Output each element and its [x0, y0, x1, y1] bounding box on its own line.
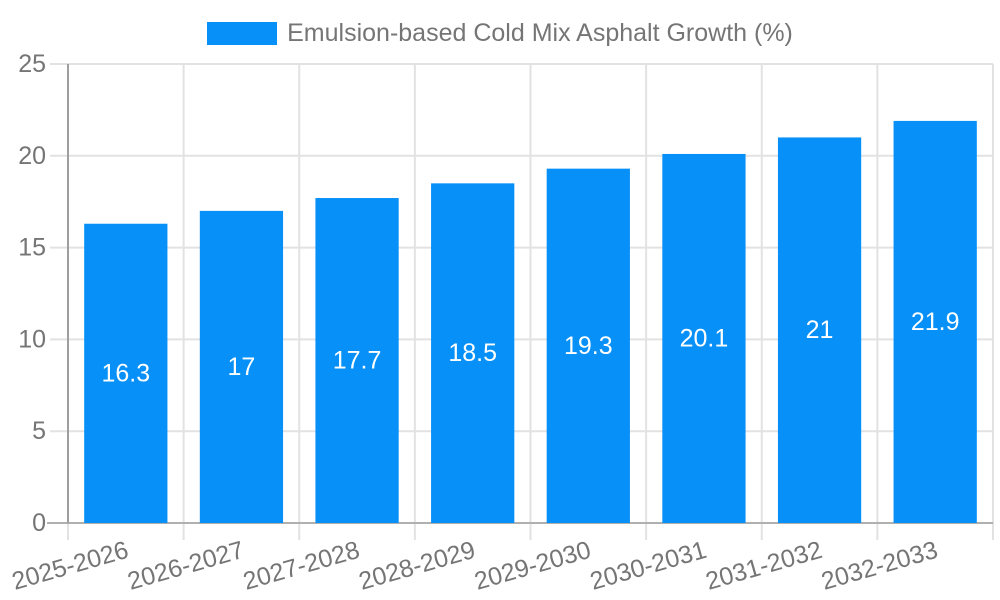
- x-tick-label: 2031-2032: [703, 536, 826, 596]
- bar[interactable]: [431, 183, 515, 523]
- bar-value-label: 18.5: [448, 339, 497, 367]
- legend[interactable]: Emulsion-based Cold Mix Asphalt Growth (…: [0, 19, 1000, 48]
- bar-value-label: 21.9: [911, 308, 960, 336]
- bar[interactable]: [315, 198, 399, 523]
- x-tick-label: 2025-2026: [9, 536, 132, 596]
- bar-value-label: 17.7: [333, 347, 382, 375]
- x-tick-label: 2030-2031: [587, 536, 710, 596]
- bar[interactable]: [893, 120, 977, 523]
- x-tick-label: 2026-2027: [124, 536, 247, 596]
- bar-value-label: 20.1: [680, 324, 729, 352]
- x-tick-label: 2032-2033: [818, 536, 941, 596]
- bar-value-label: 16.3: [101, 359, 150, 387]
- bar-value-label: 17: [228, 353, 256, 381]
- y-tick-label: 20: [18, 142, 46, 170]
- bar[interactable]: [777, 137, 862, 523]
- bar[interactable]: [84, 223, 168, 523]
- y-tick-label: 5: [32, 417, 46, 445]
- y-tick-label: 10: [18, 325, 46, 353]
- legend-swatch: [207, 22, 278, 45]
- bar-value-label: 21: [806, 316, 834, 344]
- x-tick-label: 2029-2030: [471, 536, 594, 596]
- y-axis-labels: 0 5 10 15 20 25: [18, 50, 46, 537]
- y-tick-label: 15: [18, 234, 46, 262]
- bar[interactable]: [662, 153, 746, 524]
- y-tick-label: 0: [32, 509, 46, 537]
- bars: 16.3 17 17.7 18.5 19.3 20.1 21 21.9: [84, 120, 977, 524]
- bar[interactable]: [199, 210, 284, 523]
- bar-value-label: 19.3: [564, 332, 613, 360]
- y-tick-label: 25: [18, 50, 46, 78]
- legend-label: Emulsion-based Cold Mix Asphalt Growth (…: [287, 19, 793, 47]
- x-tick-label: 2028-2029: [356, 536, 479, 596]
- bar[interactable]: [546, 168, 630, 524]
- x-tick-label: 2027-2028: [240, 536, 363, 596]
- x-axis-labels: 2025-20262026-20272027-20282028-20292029…: [9, 536, 941, 596]
